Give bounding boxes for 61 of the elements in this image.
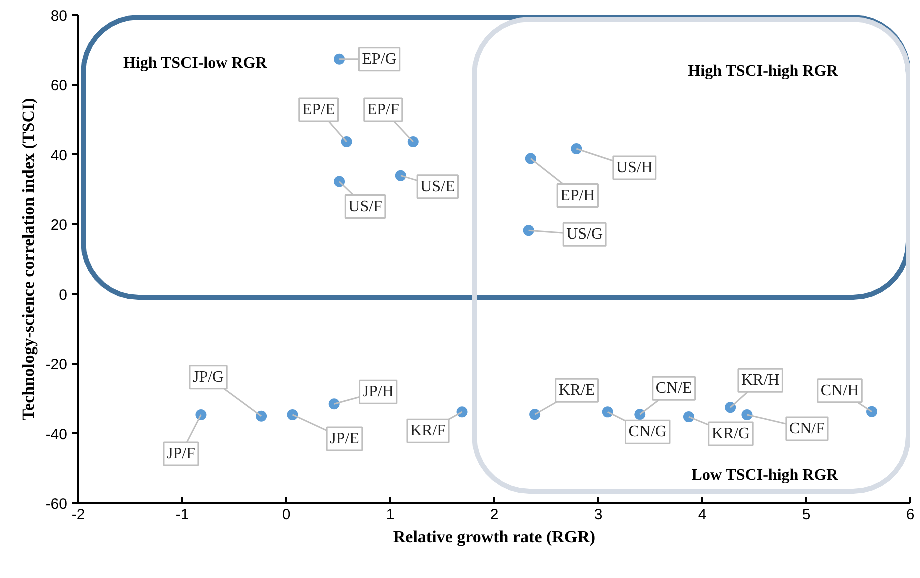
- annotation: US/G: [566, 226, 604, 244]
- annotation: High TSCI-high RGR: [688, 63, 839, 80]
- annotation: CN/H: [820, 382, 860, 400]
- point: [341, 136, 352, 148]
- point: [408, 136, 419, 148]
- annotation: US/F: [348, 198, 383, 216]
- annotation: KR/F: [410, 422, 446, 440]
- annotation: KR/E: [558, 382, 596, 400]
- y-tick-label: -40: [46, 426, 68, 444]
- y-tick-label: 60: [50, 78, 68, 95]
- point: [742, 409, 753, 420]
- x-tick-label: 5: [802, 506, 811, 524]
- y-tick-label: 20: [50, 217, 68, 234]
- annotation: EP/G: [362, 50, 398, 68]
- point: [725, 402, 736, 414]
- annotation: US/E: [420, 178, 456, 196]
- point: [634, 409, 646, 420]
- point: [334, 54, 346, 65]
- annotation: JP/H: [362, 384, 394, 401]
- annotation: US/H: [616, 160, 654, 177]
- point: [334, 176, 346, 188]
- annotation: CN/F: [789, 420, 826, 438]
- y-tick-label: 40: [50, 147, 68, 164]
- annotation: High TSCI-low RGR: [124, 55, 268, 72]
- y-tick-label: -60: [46, 496, 68, 513]
- point: [683, 412, 694, 423]
- annotation: CN/G: [628, 424, 668, 441]
- x-tick-label: 6: [906, 506, 915, 524]
- x-tick-label: -1: [176, 506, 190, 524]
- y-tick-label: 80: [50, 8, 68, 25]
- point: [866, 406, 878, 418]
- point: [328, 398, 340, 410]
- annotation: EP/F: [367, 102, 400, 119]
- point: [602, 406, 614, 418]
- point: [287, 409, 298, 420]
- point: [395, 170, 406, 182]
- x-axis-title: Relative growth rate (RGR): [393, 528, 596, 546]
- point: [571, 144, 582, 154]
- annotation: CN/E: [656, 380, 692, 398]
- annotation: KR/H: [741, 372, 780, 390]
- y-tick-label: -20: [46, 356, 68, 374]
- point: [530, 409, 541, 420]
- point: [523, 225, 534, 236]
- x-tick-label: -2: [72, 506, 86, 524]
- annotation: JP/F: [166, 445, 196, 462]
- x-tick-label: 3: [594, 506, 603, 524]
- x-tick-label: 1: [386, 506, 395, 524]
- annotation: EP/H: [560, 187, 596, 204]
- point: [456, 406, 468, 418]
- x-tick-label: 2: [490, 506, 499, 524]
- x-tick-label: 4: [698, 506, 707, 524]
- annotation: KR/G: [712, 426, 751, 443]
- point: [256, 410, 268, 422]
- annotation: EP/E: [302, 102, 336, 119]
- annotation: JP/G: [192, 368, 225, 386]
- point: [525, 153, 536, 164]
- y-tick-label: 0: [59, 286, 68, 304]
- x-tick-label: 0: [282, 506, 291, 524]
- annotation: JP/E: [330, 430, 360, 448]
- y-axis-title: Technology-science correlation index (TSCI): [18, 98, 38, 421]
- annotation: Low TSCI-high RGR: [692, 467, 839, 484]
